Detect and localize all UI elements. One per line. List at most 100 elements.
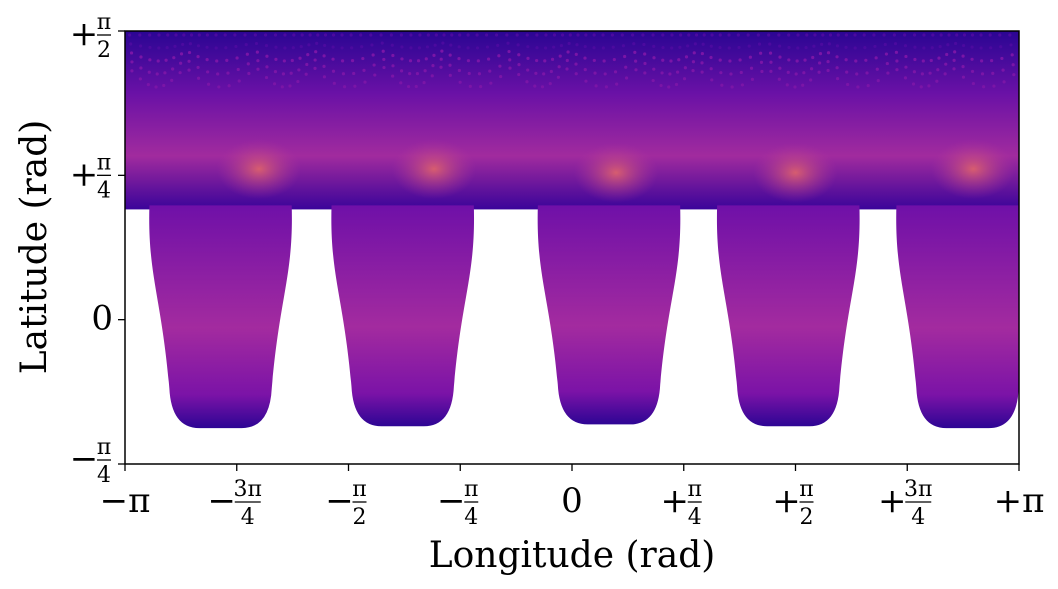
scatter-point-479 xyxy=(982,85,986,89)
scatter-point-92 xyxy=(290,58,294,63)
scatter-point-201 xyxy=(485,45,490,49)
scatter-point-227 xyxy=(535,58,539,63)
scatter-point-339 xyxy=(730,85,734,89)
scatter-point-54 xyxy=(217,85,221,89)
scatter-point-486 xyxy=(999,45,1003,49)
scatter-point-107 xyxy=(314,50,318,54)
scatter-point-197 xyxy=(476,59,480,63)
scatter-point-162 xyxy=(416,59,421,63)
scatter-point-320 xyxy=(702,33,706,37)
y-tick-0-denominator: 4 xyxy=(97,463,111,488)
scatter-point-156 xyxy=(409,46,413,50)
scatter-point-346 xyxy=(747,44,751,48)
scatter-point-386 xyxy=(820,42,824,46)
scatter-point-379 xyxy=(801,83,805,87)
scatter-point-7 xyxy=(139,55,143,59)
scatter-point-423 xyxy=(885,61,889,66)
scatter-point-45 xyxy=(205,33,210,37)
scatter-point-481 xyxy=(989,46,993,50)
scatter-point-400 xyxy=(844,33,848,37)
scatter-point-449 xyxy=(927,84,931,88)
scatter-point-99 xyxy=(296,79,300,84)
scatter-point-177 xyxy=(440,49,444,53)
scatter-point-254 xyxy=(574,72,578,76)
scatter-point-460 xyxy=(955,33,959,37)
scatter-point-267 xyxy=(602,59,606,63)
scatter-point-175 xyxy=(442,33,446,37)
scatter-point-375 xyxy=(805,33,809,37)
scatter-point-157 xyxy=(408,59,413,63)
scatter-point-6 xyxy=(138,44,143,48)
scatter-point-52 xyxy=(215,59,219,63)
scatter-point-84 xyxy=(272,82,277,86)
scatter-point-31 xyxy=(181,42,185,47)
scatter-point-203 xyxy=(488,69,492,73)
scatter-point-9 xyxy=(138,77,142,81)
scatter-point-281 xyxy=(632,42,636,46)
scatter-point-23 xyxy=(163,71,167,75)
scatter-point-116 xyxy=(331,45,335,49)
scatter-point-57 xyxy=(225,58,229,62)
scatter-point-257 xyxy=(583,56,587,60)
scatter-point-272 xyxy=(612,57,616,62)
scatter-point-228 xyxy=(534,71,538,75)
scatter-point-425 xyxy=(892,33,896,37)
scatter-point-62 xyxy=(235,56,239,60)
scatter-point-53 xyxy=(216,72,220,76)
scatter-point-364 xyxy=(777,77,781,81)
scatter-point-372 xyxy=(795,59,799,63)
scatter-point-373 xyxy=(794,72,798,76)
scatter-point-344 xyxy=(740,83,745,87)
scatter-point-333 xyxy=(719,71,723,75)
scatter-point-418 xyxy=(875,67,879,71)
scatter-point-115 xyxy=(331,33,336,37)
scatter-point-471 xyxy=(970,45,974,49)
scatter-point-477 xyxy=(980,59,984,63)
scatter-point-249 xyxy=(565,67,569,71)
scatter-point-302 xyxy=(669,59,673,63)
scatter-point-245 xyxy=(568,33,572,37)
scatter-point-413 xyxy=(865,71,869,75)
scatter-point-225 xyxy=(535,33,539,37)
scatter-point-69 xyxy=(247,71,251,76)
scatter-point-47 xyxy=(205,58,209,62)
scatter-hotspot-2 xyxy=(391,138,476,199)
scatter-point-389 xyxy=(817,70,821,74)
scatter-point-153 xyxy=(399,69,404,73)
scatter-point-282 xyxy=(633,50,637,55)
scatter-point-292 xyxy=(652,56,656,60)
scatter-point-208 xyxy=(498,64,502,68)
x-tick-3-sign: − xyxy=(437,481,466,521)
scatter-point-255 xyxy=(584,33,588,37)
scatter-point-183 xyxy=(448,63,452,67)
scatter-point-430 xyxy=(903,33,907,37)
scatter-point-265 xyxy=(601,33,605,37)
scatter-point-359 xyxy=(769,69,773,73)
scatter-point-239 xyxy=(548,82,552,86)
scatter-point-222 xyxy=(526,56,530,60)
scatter-point-51 xyxy=(214,46,218,50)
scatter-point-290 xyxy=(651,33,655,37)
scatter-point-198 xyxy=(477,72,482,76)
scatter-point-484 xyxy=(992,84,996,88)
scatter-point-432 xyxy=(904,54,908,59)
scatter-point-137 xyxy=(371,53,375,57)
scatter-point-173 xyxy=(431,64,435,68)
scatter-point-12 xyxy=(148,58,152,62)
scatter-point-138 xyxy=(372,63,376,67)
scatter-point-392 xyxy=(826,51,831,55)
scatter-point-95 xyxy=(300,33,304,37)
scatter-point-187 xyxy=(457,57,461,61)
scatter-point-207 xyxy=(497,54,501,58)
scatter-point-261 xyxy=(592,46,596,50)
scatter-point-285 xyxy=(641,33,645,37)
scatter-point-334 xyxy=(720,83,724,87)
scatter-point-71 xyxy=(254,41,259,46)
x-tick-2-sign: − xyxy=(325,481,354,521)
scatter-point-50 xyxy=(214,33,218,37)
scatter-point-475 xyxy=(979,33,983,37)
scatter-point-451 xyxy=(938,44,942,49)
scatter-point-307 xyxy=(677,58,681,62)
x-tick-5-denominator: 4 xyxy=(688,505,702,530)
scatter-point-146 xyxy=(390,43,394,47)
